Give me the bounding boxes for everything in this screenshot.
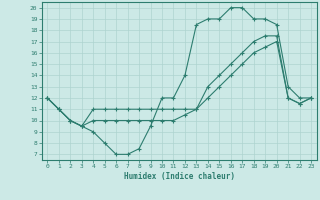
X-axis label: Humidex (Indice chaleur): Humidex (Indice chaleur): [124, 172, 235, 181]
